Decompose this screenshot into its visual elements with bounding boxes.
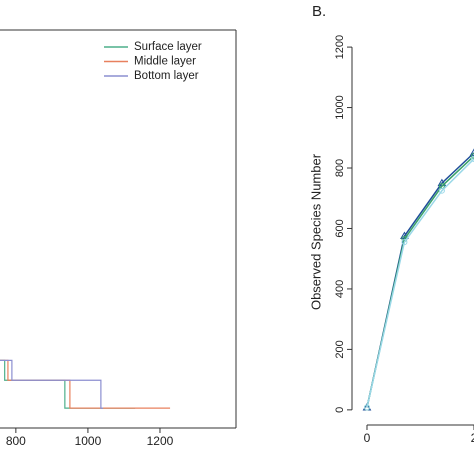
legend-label: Middle layer — [134, 56, 196, 68]
x-tick-label: 1000 — [75, 434, 102, 448]
point — [401, 239, 408, 246]
y-axis-label: Observed Species Number — [308, 153, 323, 310]
point — [469, 148, 474, 156]
point — [363, 404, 370, 411]
y-tick-label: 400 — [334, 280, 346, 298]
series-line — [0, 359, 104, 409]
x-tick-label: 2 — [471, 431, 474, 445]
series-line — [366, 158, 474, 408]
y-tick-label: 0 — [334, 407, 346, 413]
legend-label: Surface layer — [134, 41, 202, 53]
x-tick-label: 1200 — [147, 434, 174, 448]
series-line — [366, 155, 474, 408]
point — [471, 152, 474, 159]
plot-area — [362, 148, 474, 411]
x-tick-label: 800 — [6, 434, 26, 448]
plot-area — [0, 359, 171, 409]
y-tick-label: 600 — [334, 219, 346, 237]
y-tick-label: 800 — [334, 159, 346, 177]
y-tick-label: 1200 — [334, 35, 346, 59]
y-tick-label: 1000 — [334, 95, 346, 119]
point — [438, 187, 445, 194]
panel-title: B. — [312, 3, 326, 20]
series-line — [366, 152, 474, 408]
legend-label: Bottom layer — [134, 70, 199, 82]
series-line — [0, 359, 136, 409]
y-tick-label: 200 — [334, 340, 346, 358]
point — [471, 155, 474, 162]
series-line — [0, 359, 171, 409]
x-tick-label: 0 — [364, 431, 371, 445]
